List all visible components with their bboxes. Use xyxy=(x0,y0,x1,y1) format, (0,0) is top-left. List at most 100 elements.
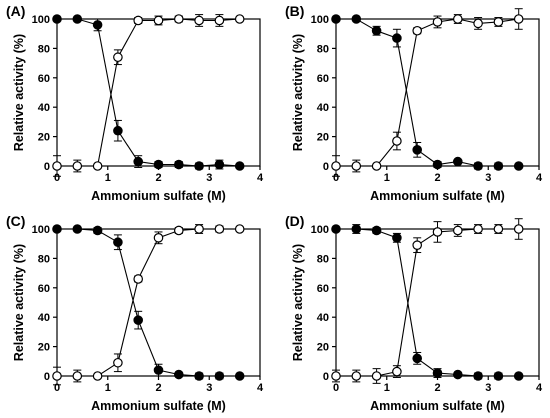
y-tick-label: 0 xyxy=(44,161,50,173)
data-point xyxy=(133,274,143,284)
panel-label: (C) xyxy=(6,213,25,229)
data-point xyxy=(371,25,382,36)
plot-frame xyxy=(56,228,261,377)
y-tick-label: 40 xyxy=(317,312,329,324)
data-point xyxy=(412,145,422,155)
x-tick-label: 1 xyxy=(384,172,390,184)
data-point xyxy=(234,14,245,24)
data-point xyxy=(153,159,164,170)
data-point xyxy=(153,15,164,26)
x-tick-label: 2 xyxy=(434,382,440,394)
data-point xyxy=(214,224,225,234)
data-point xyxy=(174,225,184,236)
data-point xyxy=(52,371,62,381)
data-point xyxy=(473,371,483,381)
data-point xyxy=(392,136,402,146)
y-tick-label: 80 xyxy=(317,43,329,55)
data-point xyxy=(214,15,225,26)
data-point xyxy=(412,25,422,36)
data-point xyxy=(452,156,463,167)
data-point xyxy=(214,371,225,381)
x-axis-title: Ammonium sulfate (M) xyxy=(370,189,505,203)
data-point xyxy=(371,225,382,236)
data-point xyxy=(52,224,62,234)
open-circle-series xyxy=(331,218,524,384)
y-tick-label: 40 xyxy=(317,102,329,114)
y-axis-title: Relative activity (%) xyxy=(12,244,26,361)
panel-label: (D) xyxy=(285,213,304,229)
data-point xyxy=(113,125,123,136)
y-tick-label: 60 xyxy=(38,73,50,85)
data-point xyxy=(331,224,341,234)
data-point xyxy=(432,159,443,170)
x-tick-label: 3 xyxy=(485,382,491,394)
data-point xyxy=(113,52,123,63)
data-point xyxy=(513,371,524,381)
data-point xyxy=(392,33,402,43)
x-tick-label: 3 xyxy=(206,382,212,394)
data-point xyxy=(72,14,83,24)
series-line xyxy=(57,18,240,167)
y-axis-title: Relative activity (%) xyxy=(291,244,305,361)
x-tick-label: 2 xyxy=(155,382,161,394)
data-point xyxy=(351,14,362,24)
y-tick-label: 60 xyxy=(317,73,329,85)
plot-frame xyxy=(335,18,540,167)
series-line xyxy=(336,18,519,167)
data-point xyxy=(174,369,184,380)
data-point xyxy=(234,161,245,171)
x-tick-label: 3 xyxy=(485,172,491,184)
y-tick-label: 20 xyxy=(38,342,50,354)
y-tick-label: 20 xyxy=(317,132,329,144)
y-tick-label: 0 xyxy=(44,371,50,383)
data-point xyxy=(371,371,382,381)
open-circle-series xyxy=(331,8,524,177)
filled-circle-series xyxy=(52,224,245,381)
x-tick-label: 2 xyxy=(434,172,440,184)
series-line xyxy=(336,228,519,377)
data-point xyxy=(432,227,443,237)
x-tick-label: 4 xyxy=(536,382,543,394)
filled-circle-series xyxy=(52,14,245,171)
series-line xyxy=(336,228,519,377)
y-tick-label: 80 xyxy=(317,253,329,265)
x-tick-label: 3 xyxy=(206,172,212,184)
data-point xyxy=(412,353,422,364)
data-point xyxy=(351,161,362,171)
x-tick-label: 0 xyxy=(333,172,339,184)
x-tick-label: 1 xyxy=(105,382,111,394)
x-axis-title: Ammonium sulfate (M) xyxy=(370,399,505,413)
data-point xyxy=(392,366,402,377)
x-axis-title: Ammonium sulfate (M) xyxy=(91,399,226,413)
data-point xyxy=(133,15,143,26)
data-point xyxy=(113,357,123,368)
data-point xyxy=(331,161,341,171)
data-point xyxy=(72,161,83,171)
data-point xyxy=(473,18,483,29)
y-tick-label: 40 xyxy=(38,102,50,114)
data-point xyxy=(72,371,83,381)
data-point xyxy=(214,159,225,170)
data-point xyxy=(92,161,103,171)
x-tick-label: 0 xyxy=(333,382,339,394)
data-point xyxy=(133,315,143,325)
series-line xyxy=(57,228,240,377)
plot-frame xyxy=(335,228,540,377)
data-point xyxy=(392,233,402,243)
series-line xyxy=(57,18,240,167)
y-tick-label: 100 xyxy=(32,224,50,236)
data-point xyxy=(133,156,143,167)
data-point xyxy=(92,225,103,236)
data-point xyxy=(493,224,504,234)
y-axis-title: Relative activity (%) xyxy=(12,34,26,151)
plot-frame xyxy=(56,18,261,167)
data-point xyxy=(92,371,103,381)
data-point xyxy=(452,14,463,24)
y-tick-label: 100 xyxy=(311,14,329,26)
y-tick-label: 20 xyxy=(38,132,50,144)
data-point xyxy=(351,371,362,381)
